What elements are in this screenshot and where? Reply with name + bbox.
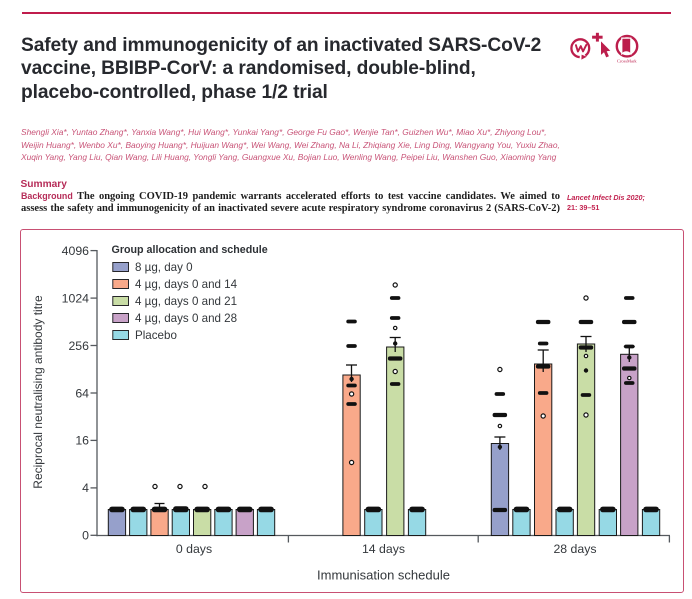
svg-text:4 µg, days 0 and 28: 4 µg, days 0 and 28 xyxy=(135,312,237,325)
svg-text:14 days: 14 days xyxy=(362,542,405,556)
svg-text:4 µg, days 0 and 14: 4 µg, days 0 and 14 xyxy=(135,278,238,291)
svg-text:0: 0 xyxy=(82,529,89,543)
svg-text:256: 256 xyxy=(68,339,89,353)
svg-text:Group allocation and schedule: Group allocation and schedule xyxy=(112,244,268,256)
svg-text:28 days: 28 days xyxy=(553,542,596,556)
svg-text:4 µg, days 0 and 21: 4 µg, days 0 and 21 xyxy=(135,295,237,308)
svg-text:0 days: 0 days xyxy=(176,542,212,556)
svg-text:Reciprocal neutralising antibo: Reciprocal neutralising antibody titre xyxy=(31,295,45,489)
svg-text:4: 4 xyxy=(82,481,89,495)
svg-text:8 µg, day 0: 8 µg, day 0 xyxy=(135,261,193,274)
svg-text:16: 16 xyxy=(75,434,89,448)
svg-text:64: 64 xyxy=(75,386,89,400)
svg-text:4096: 4096 xyxy=(62,244,90,258)
svg-text:CrossMark: CrossMark xyxy=(617,59,637,64)
svg-text:Immunisation schedule: Immunisation schedule xyxy=(317,567,450,582)
svg-text:Placebo: Placebo xyxy=(135,329,177,342)
svg-text:1024: 1024 xyxy=(62,291,90,305)
